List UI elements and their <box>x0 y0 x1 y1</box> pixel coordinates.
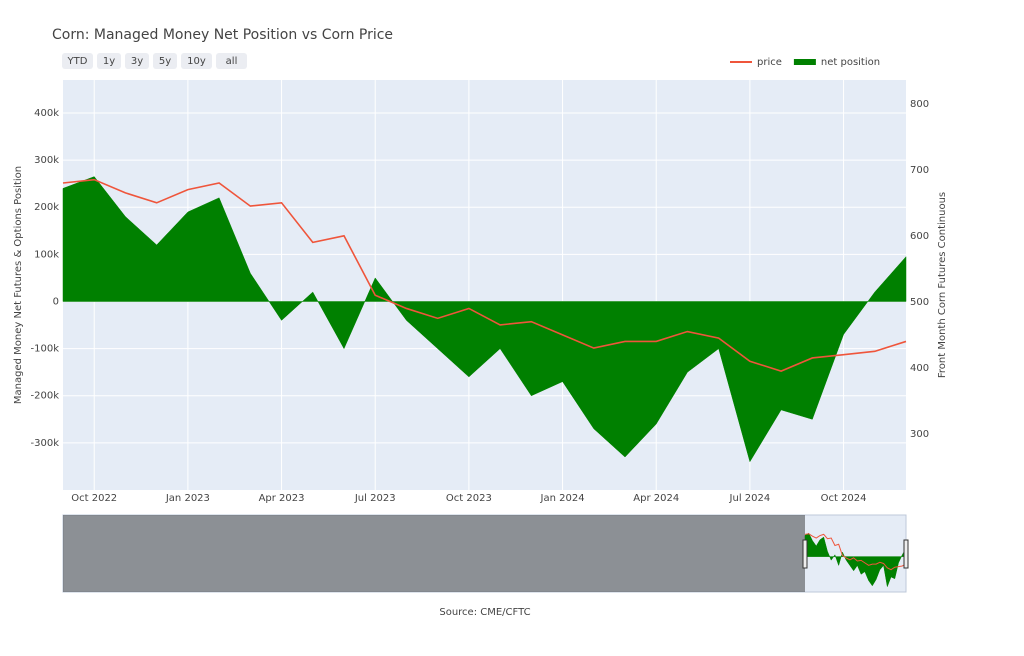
y-tick-label: 0 <box>53 296 59 307</box>
y2-tick-label: 700 <box>910 165 929 176</box>
range-mask <box>63 515 805 592</box>
range-button[interactable]: 1y <box>97 53 121 69</box>
y2-tick-label: 300 <box>910 429 929 440</box>
x-tick-label: Jul 2024 <box>729 493 771 504</box>
range-button-label[interactable]: 10y <box>187 56 206 67</box>
y2-tick-label: 600 <box>910 231 929 242</box>
range-handle[interactable] <box>802 539 808 569</box>
y-tick-label: -100k <box>31 344 60 355</box>
x-tick-label: Apr 2023 <box>259 493 305 504</box>
y-tick-label: 300k <box>34 155 59 166</box>
range-button-bg[interactable] <box>97 53 121 69</box>
range-button-bg[interactable] <box>153 53 177 69</box>
y-axis-title: Managed Money Net Futures & Options Posi… <box>13 166 24 404</box>
range-button-label[interactable]: YTD <box>67 56 88 67</box>
price-line <box>804 533 907 571</box>
range-button-label[interactable]: 3y <box>131 56 143 67</box>
range-button[interactable]: YTD <box>62 53 93 69</box>
range-button[interactable]: all <box>216 53 247 69</box>
y2-tick-label: 400 <box>910 363 929 374</box>
y-tick-label: 100k <box>34 249 59 260</box>
y2-axis-title: Front Month Corn Futures Continuous <box>937 192 948 378</box>
x-tick-label: Jan 2023 <box>165 493 210 504</box>
price-line <box>62 178 907 373</box>
y-tick-label: -200k <box>31 391 60 402</box>
range-button-bg[interactable] <box>181 53 212 69</box>
range-button-bg[interactable] <box>62 53 93 69</box>
range-handle[interactable] <box>903 539 909 569</box>
range-button-label[interactable]: 1y <box>103 56 115 67</box>
range-button[interactable]: 10y <box>181 53 212 69</box>
y-tick-label: 200k <box>34 202 59 213</box>
x-tick-label: Oct 2023 <box>446 493 492 504</box>
x-tick-label: Apr 2024 <box>633 493 679 504</box>
x-tick-label: Jan 2024 <box>540 493 585 504</box>
range-button-bg[interactable] <box>125 53 149 69</box>
y2-tick-label: 800 <box>910 99 929 110</box>
x-tick-label: Jul 2023 <box>354 493 396 504</box>
y-tick-label: 400k <box>34 108 59 119</box>
range-button[interactable]: 3y <box>125 53 149 69</box>
x-tick-label: Oct 2022 <box>71 493 117 504</box>
range-button-label[interactable]: 5y <box>159 56 171 67</box>
x-tick-label: Oct 2024 <box>821 493 867 504</box>
legend-label: net position <box>821 57 880 68</box>
range-button[interactable]: 5y <box>153 53 177 69</box>
source: Source: CME/CFTC <box>439 607 530 618</box>
legend-label: price <box>757 57 782 68</box>
y2-tick-label: 500 <box>910 297 929 308</box>
y-tick-label: -300k <box>31 438 60 449</box>
net-position-area <box>62 176 907 463</box>
range-button-label[interactable]: all <box>226 56 238 67</box>
legend-swatch <box>793 59 816 65</box>
chart-title: Corn: Managed Money Net Position vs Corn… <box>52 27 393 43</box>
range-button-bg[interactable] <box>216 53 247 69</box>
